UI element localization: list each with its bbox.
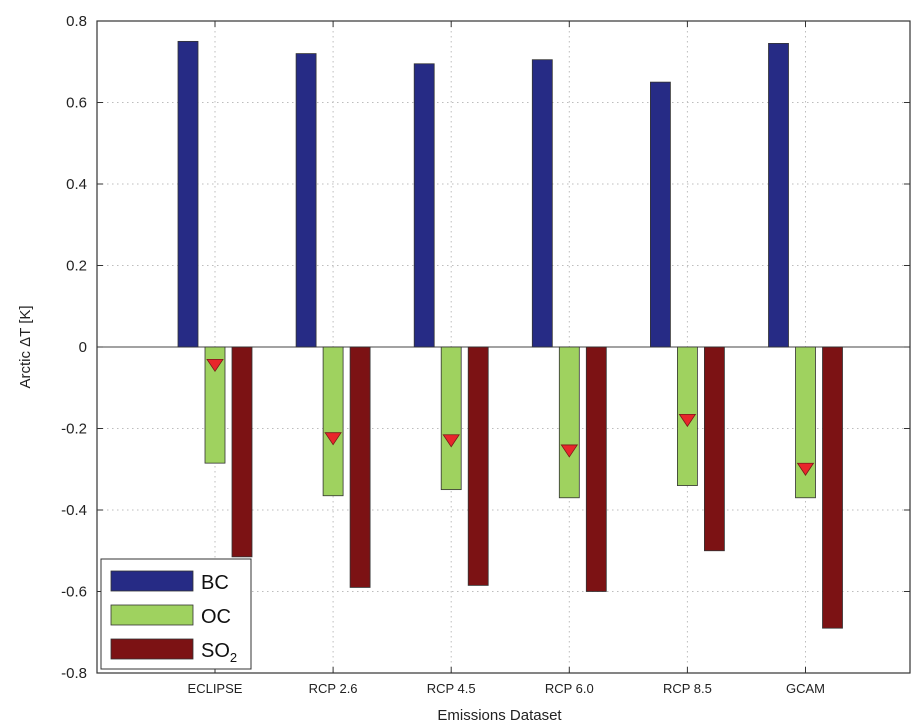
- legend-label-oc: OC: [201, 606, 231, 628]
- y-tick-label: 0: [79, 339, 87, 356]
- x-tick-label: RCP 6.0: [545, 681, 594, 696]
- x-tick-label: ECLIPSE: [188, 681, 243, 696]
- y-axis-ticks: -0.8 -0.6 -0.4 -0.2 0 0.2 0.4 0.6 0.8: [61, 13, 910, 682]
- oc-marker-5: [796, 462, 815, 476]
- bar-bc-1: [295, 53, 317, 348]
- oc-marker-2: [442, 434, 460, 448]
- y-axis-label: Arctic ΔT [K]: [17, 305, 34, 388]
- oc-marker-4: [678, 413, 697, 428]
- bar-so-1: [349, 346, 371, 588]
- y-tick-label: 0.6: [66, 95, 87, 112]
- bar-bc-3: [531, 59, 553, 348]
- legend: BC OC SO2: [100, 558, 252, 670]
- y-tick-label: -0.8: [61, 665, 87, 682]
- legend-label-subscript: 2: [230, 650, 237, 665]
- legend-swatch-oc: [110, 604, 194, 626]
- bar-so-4: [704, 346, 725, 552]
- bar-oc-1: [322, 346, 344, 497]
- legend-label-text: SO: [201, 640, 230, 662]
- y-tick-label: 0.2: [66, 258, 87, 275]
- legend-label-text: OC: [201, 606, 231, 628]
- oc-marker-3: [560, 444, 579, 458]
- y-tick-label: -0.2: [61, 421, 87, 438]
- bars: [177, 40, 843, 629]
- legend-label-so: SO2: [201, 640, 237, 665]
- bar-oc-0: [204, 346, 226, 464]
- y-tick-label: -0.6: [61, 584, 87, 601]
- bar-oc-3: [558, 346, 580, 499]
- bar-bc-5: [768, 43, 789, 348]
- bar-so-5: [822, 346, 843, 629]
- y-tick-label: 0.4: [66, 176, 87, 193]
- bar-so-0: [231, 346, 253, 558]
- oc-marker-0: [206, 358, 224, 373]
- bar-bc-2: [413, 63, 435, 348]
- bar-so-2: [467, 346, 489, 586]
- legend-swatch-bc: [110, 570, 194, 592]
- legend-label-bc: BC: [201, 572, 229, 594]
- oc-markers: [206, 358, 815, 476]
- x-tick-label: RCP 8.5: [663, 681, 712, 696]
- y-tick-label: 0.8: [66, 13, 87, 30]
- x-axis-label: Emissions Dataset: [437, 707, 562, 724]
- x-axis-ticks: ECLIPSE RCP 2.6 RCP 4.5 RCP 6.0 RCP 8.5 GCAM: [188, 21, 825, 696]
- x-tick-label: RCP 2.6: [309, 681, 358, 696]
- legend-swatch-so: [110, 638, 194, 660]
- bar-oc-5: [795, 346, 816, 499]
- y-tick-label: -0.4: [61, 502, 87, 519]
- oc-marker-1: [324, 432, 342, 446]
- bar-oc-2: [440, 346, 462, 491]
- bar-bc-0: [177, 40, 199, 348]
- x-tick-label: RCP 4.5: [427, 681, 476, 696]
- bar-bc-4: [650, 81, 671, 348]
- x-tick-label: GCAM: [786, 681, 825, 696]
- legend-label-text: BC: [201, 572, 229, 594]
- bar-so-3: [585, 346, 607, 592]
